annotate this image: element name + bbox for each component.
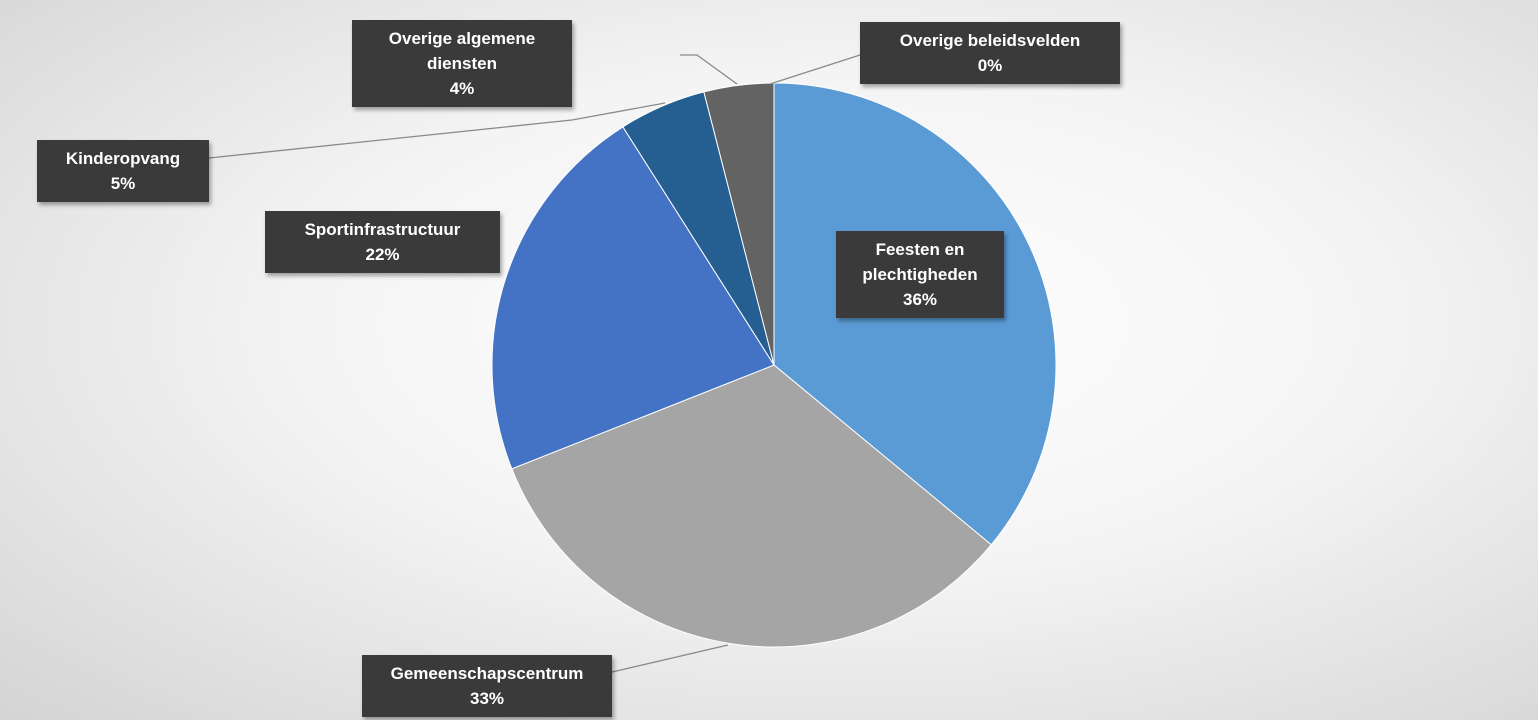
leader-lines xyxy=(208,54,861,673)
label-category: Gemeenschapscentrum xyxy=(390,664,584,683)
data-label: Gemeenschapscentrum 33% xyxy=(362,655,612,717)
leader-line xyxy=(680,54,738,85)
label-value: 36% xyxy=(902,290,938,309)
leader-line xyxy=(208,102,666,159)
label-category: Kinderopvang xyxy=(65,149,181,168)
label-category: Overige beleidsvelden xyxy=(899,31,1081,50)
data-label: Overige algemene diensten 4% xyxy=(352,20,572,107)
data-label: Overige beleidsvelden 0% xyxy=(860,22,1120,84)
pie-slice xyxy=(511,364,992,648)
label-value: 0% xyxy=(977,56,1003,75)
label-category: Overige algemene diensten xyxy=(388,29,536,73)
label-value: 22% xyxy=(365,245,400,264)
pie-slice xyxy=(491,126,775,470)
leader-line xyxy=(769,54,861,85)
label-value: 33% xyxy=(469,689,505,708)
label-value: 4% xyxy=(449,79,475,98)
leader-line xyxy=(611,644,729,673)
label-category: Feesten en plechtigheden xyxy=(862,240,978,284)
data-label: Sportinfrastructuur 22% xyxy=(265,211,500,273)
label-category: Sportinfrastructuur xyxy=(304,220,461,239)
data-label: Feesten en plechtigheden 36% xyxy=(836,231,1004,318)
data-label: Kinderopvang 5% xyxy=(37,140,209,202)
slices xyxy=(491,82,1057,648)
label-value: 5% xyxy=(110,174,136,193)
